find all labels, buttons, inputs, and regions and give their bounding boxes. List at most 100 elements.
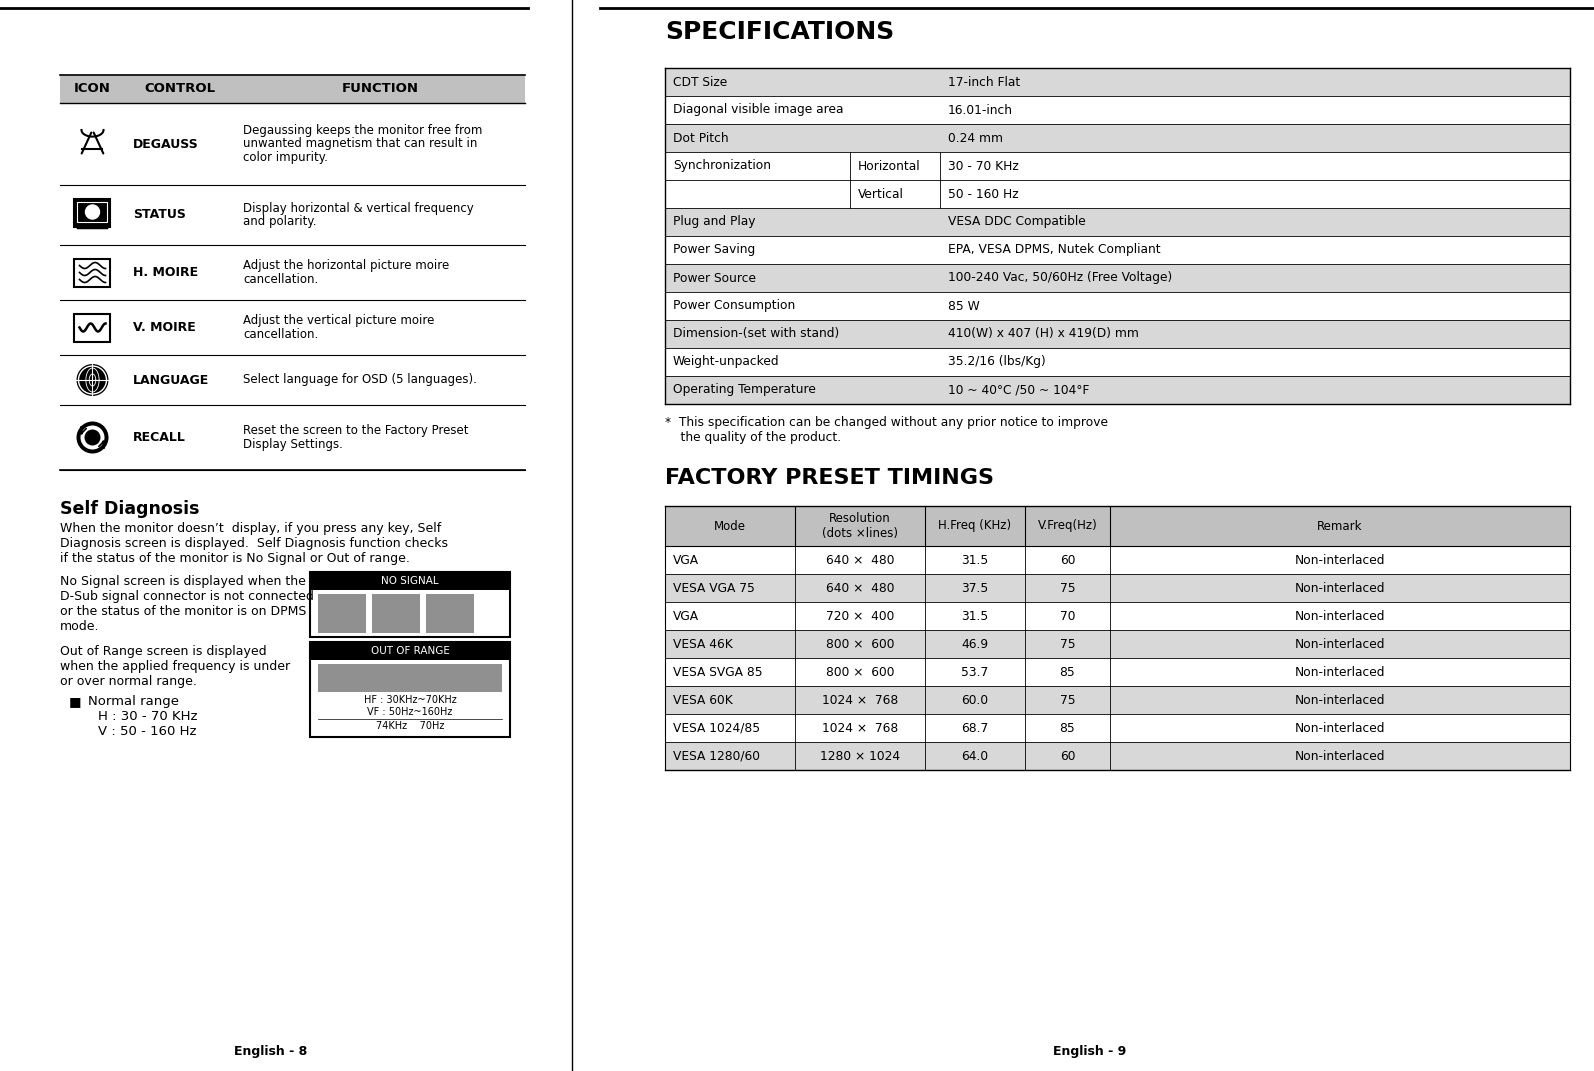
Text: when the applied frequency is under: when the applied frequency is under (61, 660, 290, 673)
Text: Synchronization: Synchronization (673, 160, 771, 172)
Text: 31.5: 31.5 (961, 609, 988, 622)
Text: Non-interlaced: Non-interlaced (1294, 637, 1385, 650)
Text: 1024 ×  768: 1024 × 768 (823, 722, 897, 735)
Text: Non-interlaced: Non-interlaced (1294, 554, 1385, 567)
Text: CONTROL: CONTROL (145, 82, 215, 95)
Bar (78, 202, 107, 222)
Bar (665, 208, 1570, 236)
Text: cancellation.: cancellation. (242, 273, 319, 286)
Text: English - 9: English - 9 (1054, 1044, 1127, 1057)
Text: 64.0: 64.0 (961, 750, 988, 763)
Text: mode.: mode. (61, 620, 99, 633)
Bar (665, 574, 1570, 602)
Text: 60: 60 (1060, 554, 1076, 567)
Text: Diagonal visible image area: Diagonal visible image area (673, 104, 843, 117)
Text: Dot Pitch: Dot Pitch (673, 132, 728, 145)
Text: 10 ~ 40°C /50 ~ 104°F: 10 ~ 40°C /50 ~ 104°F (948, 383, 1089, 396)
Text: VESA VGA 75: VESA VGA 75 (673, 582, 756, 594)
Text: cancellation.: cancellation. (242, 328, 319, 341)
Text: Non-interlaced: Non-interlaced (1294, 665, 1385, 679)
Bar (317, 664, 502, 692)
Text: 640 ×  480: 640 × 480 (826, 554, 894, 567)
Text: FACTORY PRESET TIMINGS: FACTORY PRESET TIMINGS (665, 468, 995, 488)
Text: Non-interlaced: Non-interlaced (1294, 582, 1385, 594)
Text: 68.7: 68.7 (961, 722, 988, 735)
Text: Operating Temperature: Operating Temperature (673, 383, 816, 396)
Text: H. MOIRE: H. MOIRE (132, 266, 198, 280)
Text: Weight-unpacked: Weight-unpacked (673, 356, 779, 368)
Text: 17-inch Flat: 17-inch Flat (948, 75, 1020, 89)
Text: Non-interlaced: Non-interlaced (1294, 694, 1385, 707)
Text: 16.01-inch: 16.01-inch (948, 104, 1014, 117)
Text: color impurity.: color impurity. (242, 151, 328, 164)
Text: NO SIGNAL: NO SIGNAL (381, 576, 438, 586)
Bar (665, 630, 1570, 658)
Text: 35.2/16 (lbs/Kg): 35.2/16 (lbs/Kg) (948, 356, 1046, 368)
Text: Vertical: Vertical (858, 187, 904, 200)
Text: No Signal screen is displayed when the: No Signal screen is displayed when the (61, 575, 306, 588)
Circle shape (81, 425, 105, 450)
Bar (317, 594, 367, 633)
Text: unwanted magnetism that can result in: unwanted magnetism that can result in (242, 137, 477, 151)
Text: 50 - 160 Hz: 50 - 160 Hz (948, 187, 1019, 200)
Text: VESA 46K: VESA 46K (673, 637, 733, 650)
Text: Adjust the horizontal picture moire: Adjust the horizontal picture moire (242, 259, 450, 272)
Bar (665, 67, 1570, 96)
Bar (665, 687, 1570, 714)
Bar (61, 75, 524, 103)
Bar (426, 594, 473, 633)
Circle shape (77, 364, 108, 396)
Text: VGA: VGA (673, 609, 700, 622)
Text: 85: 85 (1060, 665, 1076, 679)
Bar (665, 263, 1570, 292)
Text: Mode: Mode (714, 519, 746, 532)
Text: STATUS: STATUS (132, 209, 186, 222)
Bar (665, 320, 1570, 348)
Text: 720 ×  400: 720 × 400 (826, 609, 894, 622)
Text: H : 30 - 70 KHz: H : 30 - 70 KHz (97, 710, 198, 723)
Text: Non-interlaced: Non-interlaced (1294, 609, 1385, 622)
Text: (dots ×lines): (dots ×lines) (823, 528, 897, 541)
Text: 75: 75 (1060, 637, 1076, 650)
Text: D-Sub signal connector is not connected: D-Sub signal connector is not connected (61, 590, 314, 603)
Text: Display Settings.: Display Settings. (242, 438, 343, 451)
Text: 46.9: 46.9 (961, 637, 988, 650)
Bar (75, 199, 110, 227)
Text: 640 ×  480: 640 × 480 (826, 582, 894, 594)
Text: HF : 30KHz~70KHz: HF : 30KHz~70KHz (363, 695, 456, 705)
Text: Reset the screen to the Factory Preset: Reset the screen to the Factory Preset (242, 424, 469, 437)
Text: SPECIFICATIONS: SPECIFICATIONS (665, 20, 894, 44)
Bar (309, 642, 510, 660)
Text: Power Saving: Power Saving (673, 243, 756, 256)
Text: Self Diagnosis: Self Diagnosis (61, 500, 199, 518)
Text: *  This specification can be changed without any prior notice to improve: * This specification can be changed with… (665, 416, 1108, 429)
Text: or the status of the monitor is on DPMS: or the status of the monitor is on DPMS (61, 605, 306, 618)
Text: Resolution: Resolution (829, 512, 891, 525)
Text: 75: 75 (1060, 694, 1076, 707)
Text: VESA DDC Compatible: VESA DDC Compatible (948, 215, 1086, 228)
Text: LANGUAGE: LANGUAGE (132, 374, 209, 387)
Text: 800 ×  600: 800 × 600 (826, 665, 894, 679)
Text: if the status of the monitor is No Signal or Out of range.: if the status of the monitor is No Signa… (61, 552, 410, 565)
Text: Non-interlaced: Non-interlaced (1294, 722, 1385, 735)
Text: 85 W: 85 W (948, 300, 980, 313)
Text: 70: 70 (1060, 609, 1076, 622)
Text: Out of Range screen is displayed: Out of Range screen is displayed (61, 645, 266, 658)
Circle shape (84, 429, 100, 446)
Text: the quality of the product.: the quality of the product. (665, 431, 842, 444)
Text: 410(W) x 407 (H) x 419(D) mm: 410(W) x 407 (H) x 419(D) mm (948, 328, 1138, 341)
Bar (665, 124, 1570, 152)
Text: Diagnosis screen is displayed.  Self Diagnosis function checks: Diagnosis screen is displayed. Self Diag… (61, 537, 448, 550)
Text: DEGAUSS: DEGAUSS (132, 137, 199, 151)
Text: Power Source: Power Source (673, 272, 756, 285)
Text: Degaussing keeps the monitor free from: Degaussing keeps the monitor free from (242, 124, 483, 137)
Text: 37.5: 37.5 (961, 582, 988, 594)
Text: VESA 60K: VESA 60K (673, 694, 733, 707)
Text: OUT OF RANGE: OUT OF RANGE (370, 646, 450, 657)
Text: 1024 ×  768: 1024 × 768 (823, 694, 897, 707)
Text: CDT Size: CDT Size (673, 75, 727, 89)
Text: 800 ×  600: 800 × 600 (826, 637, 894, 650)
Text: Plug and Play: Plug and Play (673, 215, 756, 228)
Text: Normal range: Normal range (88, 695, 179, 708)
Text: 53.7: 53.7 (961, 665, 988, 679)
